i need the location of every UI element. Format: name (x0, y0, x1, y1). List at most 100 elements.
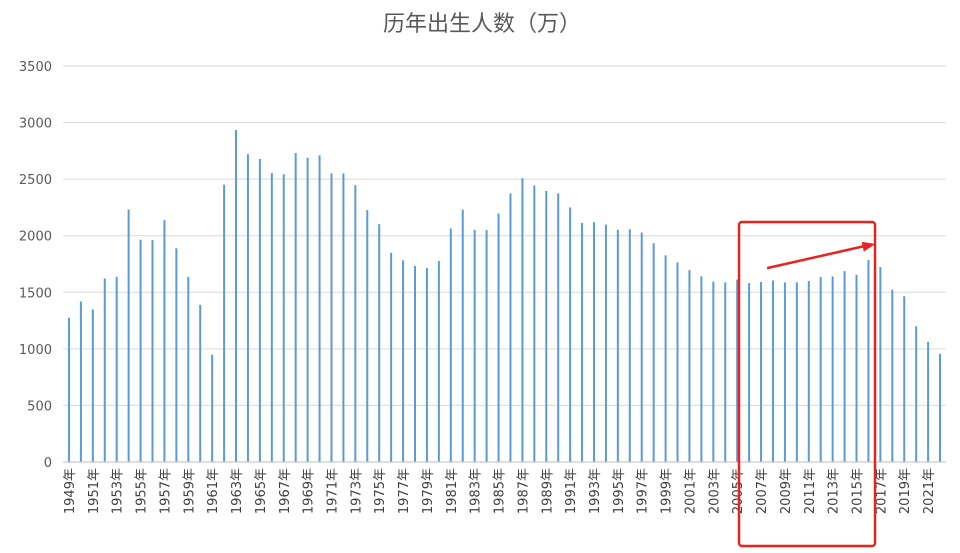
x-tick-label: 1995年 (612, 468, 627, 514)
x-axis: 1949年 1951年 1953年 1955年 1957年 1959年 1961年 1963年… (63, 468, 937, 514)
x-tick-label: 1983年 (469, 468, 484, 514)
bar (819, 277, 822, 462)
bar (139, 239, 142, 462)
bar (616, 229, 619, 462)
bar (604, 224, 607, 462)
x-tick-label: 2021年 (922, 468, 937, 514)
x-tick-label: 2019年 (898, 468, 913, 514)
bar (771, 280, 774, 462)
y-tick-label: 3500 (19, 60, 52, 75)
bar (533, 185, 536, 462)
bar (390, 252, 393, 462)
x-tick-label: 1963年 (230, 468, 245, 514)
bar (712, 281, 715, 462)
bar (783, 282, 786, 462)
bar (354, 185, 357, 462)
x-tick-label: 1953年 (111, 468, 126, 514)
x-tick-label: 1959年 (182, 468, 197, 514)
x-tick-label: 1949年 (63, 468, 78, 514)
x-tick-label: 2011年 (803, 468, 818, 514)
bar (414, 265, 417, 462)
x-tick-label: 1977年 (397, 468, 412, 514)
bar (449, 228, 452, 462)
bar (795, 282, 798, 462)
bar (497, 213, 500, 462)
x-tick-label: 2007年 (755, 468, 770, 514)
bar (366, 210, 369, 462)
bar (294, 153, 297, 462)
x-tick-label: 1999年 (660, 468, 675, 514)
bar (831, 276, 834, 462)
x-tick-label: 1965年 (254, 468, 269, 514)
bar (163, 220, 166, 462)
bar (378, 224, 381, 462)
x-tick-label: 1975年 (373, 468, 388, 514)
bar (700, 276, 703, 462)
bar (151, 240, 154, 462)
bar (760, 281, 763, 462)
bar (569, 207, 572, 462)
bar (592, 222, 595, 462)
x-tick-label: 1969年 (302, 468, 317, 514)
bar (807, 280, 810, 462)
bar (282, 174, 285, 462)
highlight-annotation (737, 220, 877, 548)
x-tick-label: 2009年 (779, 468, 794, 514)
bar (891, 289, 894, 462)
gridlines (63, 65, 946, 406)
bar (724, 282, 727, 462)
x-tick-label: 1993年 (588, 468, 603, 514)
bar (425, 267, 428, 462)
chart-title: 历年出生人数（万） (383, 12, 581, 37)
bar (103, 278, 106, 462)
bar (127, 209, 130, 462)
bar (175, 248, 178, 462)
bar (688, 270, 691, 462)
highlight-box (737, 220, 877, 548)
x-tick-label: 1987年 (516, 468, 531, 514)
x-tick-label: 1967年 (278, 468, 293, 514)
bar (557, 193, 560, 462)
bar (879, 267, 882, 462)
bar (330, 173, 333, 462)
bar (628, 229, 631, 462)
bar (211, 354, 214, 462)
bar (199, 304, 202, 462)
x-tick-label: 1955年 (135, 468, 150, 514)
x-tick-label: 2013年 (827, 468, 842, 514)
bar (235, 130, 238, 463)
bar (258, 158, 261, 462)
bar (867, 259, 870, 462)
bar (915, 326, 918, 462)
x-tick-label: 1997年 (636, 468, 651, 514)
x-tick-label: 1991年 (564, 468, 579, 514)
bars (67, 130, 942, 463)
bar (939, 353, 942, 462)
bar (270, 173, 273, 462)
bar (402, 260, 405, 462)
bar (187, 277, 190, 462)
bar (521, 178, 524, 463)
bar (652, 243, 655, 462)
y-tick-label: 2000 (19, 230, 52, 245)
x-tick-label: 1989年 (540, 468, 555, 514)
x-tick-label: 2003年 (707, 468, 722, 514)
x-tick-label: 1979年 (421, 468, 436, 514)
bar (903, 296, 906, 462)
bar (342, 173, 345, 463)
y-tick-label: 500 (27, 399, 52, 414)
bar (545, 190, 548, 462)
x-tick-label: 1973年 (349, 468, 364, 514)
x-tick-label: 1985年 (493, 468, 508, 514)
y-tick-label: 3000 (19, 117, 52, 132)
bar (676, 262, 679, 462)
bar (736, 279, 739, 462)
bar (485, 230, 488, 462)
y-axis: 0 500 1000 1500 2000 2500 3000 3500 (19, 60, 52, 471)
x-tick-label: 1981年 (445, 468, 460, 514)
bar (855, 274, 858, 462)
y-tick-label: 1500 (19, 286, 52, 301)
bar (664, 255, 667, 462)
bar (79, 301, 82, 462)
y-tick-label: 0 (44, 456, 52, 471)
